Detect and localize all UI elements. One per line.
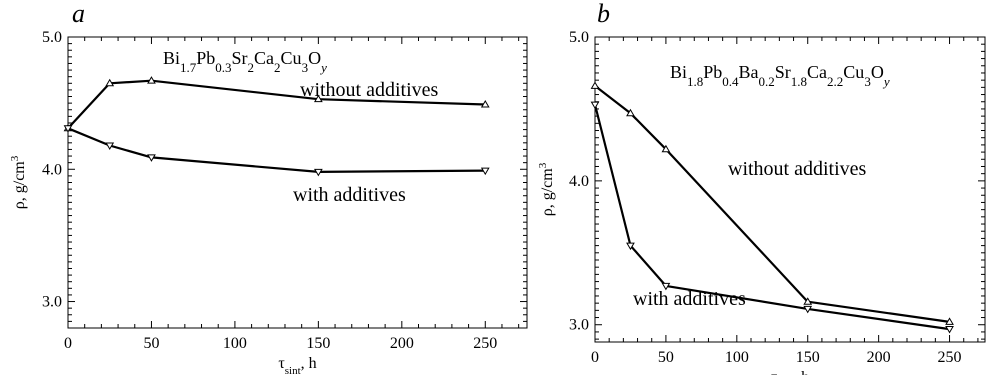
data-point-with-additives [626, 242, 635, 251]
y-tick-label: 4.0 [42, 161, 62, 178]
x-tick-label: 50 [143, 335, 159, 352]
series-label-without-additives: without additives [728, 158, 867, 180]
y-axis-label: ρ, g/cm3 [9, 155, 28, 209]
data-point-without-additives [803, 297, 813, 305]
data-point-with-additives [147, 154, 156, 162]
x-tick-label: 150 [796, 349, 820, 366]
data-point-with-additives [803, 305, 813, 314]
data-point-with-additives [313, 168, 323, 177]
y-tick-label: 5.0 [42, 29, 62, 46]
chart-panel-b: 0 50 100 150 200 250 3.0 4.0 5.0 b Bi1.8Pb0.4Ba0.2… [537, 0, 986, 375]
data-point-without-additives [945, 317, 954, 325]
y-tick-label: 3.0 [42, 294, 62, 311]
x-tick-label: 200 [867, 349, 891, 366]
x-tick-label: 250 [938, 349, 962, 366]
data-point-with-additives [63, 125, 73, 133]
data-point-with-additives [480, 167, 490, 176]
series-label-with-additives: with additives [293, 184, 406, 206]
data-point-without-additives [105, 78, 115, 87]
x-tick-label: 50 [658, 349, 674, 366]
plot-frame [594, 36, 986, 343]
data-point-with-additives [661, 282, 671, 291]
data-point-with-additives [105, 142, 115, 150]
x-tick-label: 200 [390, 335, 414, 352]
x-tick-label: 0 [64, 335, 72, 352]
series-label-with-additives: with additives [633, 288, 746, 310]
data-point-without-additives [590, 81, 600, 89]
panel-letter: a [72, 0, 85, 28]
data-point-without-additives [626, 108, 635, 117]
x-axis-label: τsint, h [278, 355, 316, 375]
x-tick-label: 150 [306, 335, 330, 352]
series-line-with-additives [67, 127, 486, 173]
series-label-without-additives: without additives [300, 79, 439, 101]
y-tick-label: 4.0 [569, 173, 589, 190]
x-tick-label: 0 [591, 349, 599, 366]
x-tick-label: 100 [223, 335, 247, 352]
x-tick-label: 250 [473, 335, 497, 352]
compound-formula: Bi1.7Pb0.3Sr2Ca2Cu3Oy [163, 48, 327, 75]
data-point-without-additives [147, 76, 156, 84]
y-tick-label: 3.0 [569, 317, 589, 334]
data-point-with-additives [590, 101, 600, 110]
y-axis-label: ρ, g/cm3 [537, 162, 556, 216]
data-point-with-additives [945, 326, 954, 334]
x-axis-label: τsint, h [771, 369, 809, 375]
compound-formula: Bi1.8Pb0.4Ba0.2Sr1.8Ca2.2Cu3Oy [670, 62, 890, 89]
x-tick-label: 100 [725, 349, 749, 366]
data-point-without-additives [661, 144, 671, 153]
data-point-without-additives [480, 99, 490, 108]
panel-letter: b [597, 0, 610, 28]
series-line-without-additives [594, 85, 950, 323]
chart-panel-a: 0 50 100 150 200 250 3.0 4.0 5.0 a Bi1.7Pb0.3Sr2Ca… [9, 0, 528, 375]
y-tick-label: 5.0 [569, 29, 589, 46]
data-point-without-additives [313, 94, 323, 103]
